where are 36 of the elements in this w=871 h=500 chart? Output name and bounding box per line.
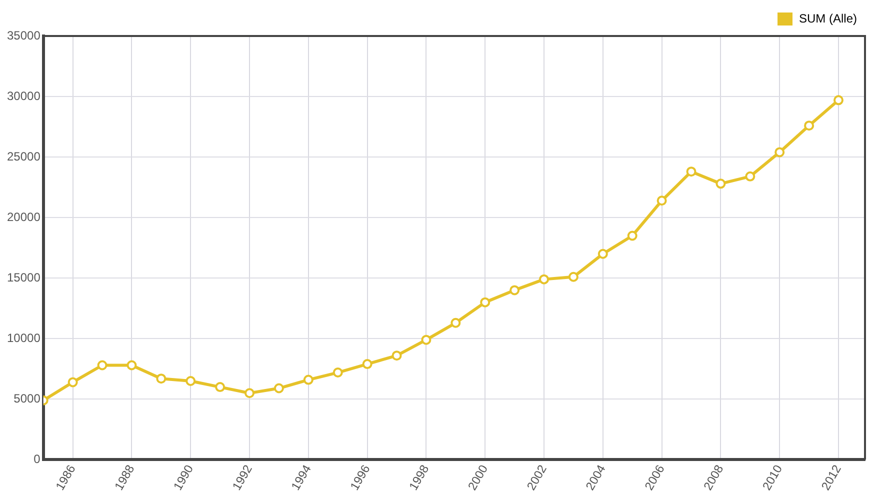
point (186, 376, 196, 386)
y-tick-label: 30000 (6, 88, 41, 103)
point (244, 388, 255, 398)
point (510, 285, 520, 296)
y-tick-label: 10000 (6, 330, 41, 345)
legend-label: SUM (Alle) (799, 11, 858, 26)
point (833, 95, 844, 106)
point (656, 196, 667, 206)
point (539, 274, 550, 284)
point (274, 383, 284, 394)
point (774, 147, 785, 158)
point (303, 374, 314, 385)
point (716, 178, 726, 189)
point (568, 272, 578, 282)
point (97, 360, 108, 370)
y-tick-label: 25000 (6, 149, 41, 164)
point (126, 360, 137, 370)
point (332, 368, 343, 378)
point (686, 166, 696, 177)
point (362, 359, 372, 370)
y-tick-label: 5000 (14, 391, 41, 406)
point (745, 171, 756, 182)
point (480, 297, 490, 308)
y-tick-label: 15000 (6, 270, 41, 284)
y-tick-label: 35000 (6, 28, 41, 42)
point (156, 374, 166, 384)
y-tick-label: 0 (34, 452, 41, 466)
point (598, 248, 608, 259)
y-tick-label: 20000 (6, 210, 41, 224)
point (392, 350, 402, 361)
point (421, 334, 432, 345)
point (804, 120, 814, 131)
point (450, 318, 461, 328)
point (627, 230, 638, 241)
point (68, 377, 78, 388)
point (215, 382, 226, 392)
